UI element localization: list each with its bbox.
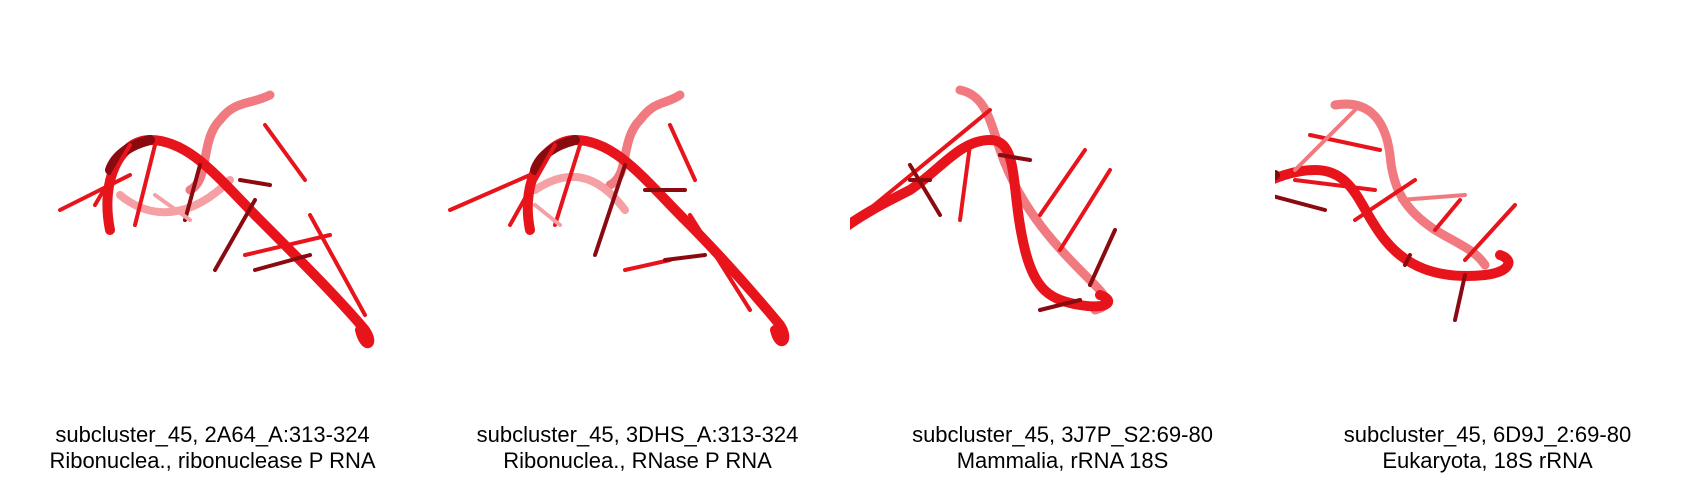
panel-subtitle: Ribonuclea., RNase P RNA	[425, 448, 850, 474]
structure-panel-4: subcluster_45, 6D9J_2:69-80 Eukaryota, 1…	[1275, 0, 1700, 480]
panel-subtitle: Eukaryota, 18S rRNA	[1275, 448, 1700, 474]
panel-title: subcluster_45, 2A64_A:313-324	[0, 422, 425, 448]
rna-structure-image-3	[850, 60, 1275, 380]
structure-panel-2: subcluster_45, 3DHS_A:313-324 Ribonuclea…	[425, 0, 850, 480]
panel-subtitle: Ribonuclea., ribonuclease P RNA	[0, 448, 425, 474]
panel-subtitle: Mammalia, rRNA 18S	[850, 448, 1275, 474]
panel-title: subcluster_45, 6D9J_2:69-80	[1275, 422, 1700, 448]
panel-title: subcluster_45, 3J7P_S2:69-80	[850, 422, 1275, 448]
structure-panel-1: subcluster_45, 2A64_A:313-324 Ribonuclea…	[0, 0, 425, 480]
rna-structure-image-1	[0, 60, 425, 380]
rna-structure-image-2	[425, 60, 850, 380]
structure-panel-3: subcluster_45, 3J7P_S2:69-80 Mammalia, r…	[850, 0, 1275, 480]
rna-structure-image-4	[1275, 60, 1700, 380]
panel-title: subcluster_45, 3DHS_A:313-324	[425, 422, 850, 448]
